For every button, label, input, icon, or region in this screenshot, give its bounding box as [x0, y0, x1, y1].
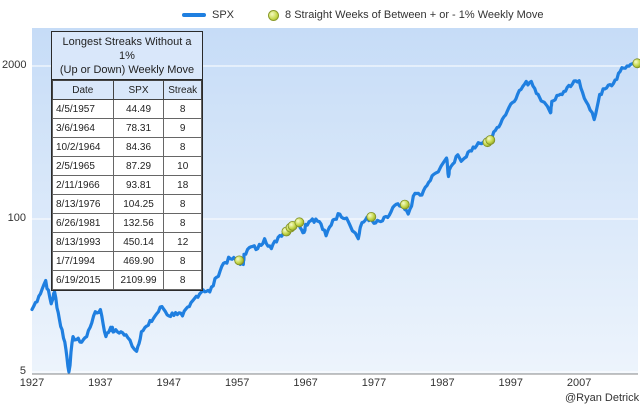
table-row: 2/11/1966 93.81 18	[52, 175, 202, 195]
x-tick-label: 1987	[430, 377, 455, 389]
x-tick-label: 1957	[224, 377, 250, 389]
table-row: 8/13/1993 450.14 12	[52, 232, 202, 252]
cell-spx: 2109.99	[112, 270, 165, 290]
x-tick-label: 1997	[498, 377, 523, 389]
spx-series-line	[30, 60, 639, 374]
cell-streak: 8	[163, 137, 202, 157]
legend-marker-label: 8 Straight Weeks of Between + or - 1% We…	[285, 9, 544, 21]
streaks-table: Date SPX Streak 4/5/1957 44.49 8 3/6/1964 7…	[52, 80, 202, 290]
cell-date: 2/5/1965	[52, 156, 114, 176]
legend-spx-swatch	[182, 13, 206, 17]
author-credit: @Ryan Detrick	[565, 392, 640, 404]
streak-marker	[485, 135, 496, 145]
table-row: 6/19/2015 2109.99 8	[52, 270, 202, 290]
streak-marker	[294, 217, 305, 228]
cell-date: 2/11/1966	[52, 175, 114, 195]
cell-spx: 450.14	[112, 232, 165, 252]
x-tick-label: 1947	[156, 377, 182, 389]
cell-spx: 87.29	[112, 156, 165, 176]
cell-streak: 9	[163, 118, 202, 138]
cell-streak: 12	[163, 232, 202, 252]
table-title-line-1: Longest Streaks Without a 1%	[62, 36, 192, 62]
cell-date: 8/13/1976	[52, 194, 114, 214]
cell-streak: 8	[163, 270, 202, 290]
cell-spx: 469.90	[112, 251, 165, 271]
streak-marker	[234, 255, 245, 266]
cell-spx: 78.31	[112, 118, 165, 138]
cell-date: 6/19/2015	[52, 270, 114, 290]
cell-date: 1/7/1994	[52, 251, 114, 271]
table-row: 4/5/1957 44.49 8	[52, 99, 202, 119]
x-tick-label: 1927	[19, 377, 45, 389]
y-tick-label: 5	[19, 365, 26, 377]
legend-marker-swatch	[268, 9, 280, 21]
streak-marker	[632, 58, 640, 69]
streak-marker	[366, 211, 377, 222]
table-row: 10/2/1964 84.36 8	[52, 137, 202, 157]
cell-spx: 84.36	[112, 137, 165, 157]
table-row: 6/26/1981 132.56 8	[52, 213, 202, 233]
table-header-row: Date SPX Streak	[52, 80, 202, 100]
cell-spx: 44.49	[112, 99, 165, 119]
x-tick-label: 1977	[361, 377, 387, 389]
streak-marker	[399, 199, 410, 210]
cell-streak: 10	[163, 156, 202, 176]
cell-streak: 8	[163, 194, 202, 214]
header-spx: SPX	[112, 80, 165, 100]
header-streak: Streak	[163, 80, 202, 100]
x-tick-label: 2007	[566, 377, 592, 389]
cell-date: 3/6/1964	[52, 118, 114, 138]
table-title-line-2: (Up or Down) Weekly Move	[59, 64, 195, 76]
legend-spx-label: SPX	[212, 9, 235, 21]
cell-spx: 93.81	[112, 175, 165, 195]
table-row: 1/7/1994 469.90 8	[52, 251, 202, 271]
cell-streak: 8	[163, 251, 202, 271]
cell-date: 8/13/1993	[52, 232, 114, 252]
cell-spx: 132.56	[112, 213, 165, 233]
y-tick-label: 2000	[2, 59, 27, 71]
cell-date: 6/26/1981	[52, 213, 114, 233]
cell-spx: 104.25	[112, 194, 165, 214]
cell-streak: 8	[163, 99, 202, 119]
table-title: Longest Streaks Without a 1% (Up or Down…	[52, 32, 202, 80]
cell-streak: 18	[163, 175, 202, 195]
table-row: 8/13/1976 104.25 8	[52, 194, 202, 214]
header-date: Date	[52, 80, 114, 100]
table-row: 2/5/1965 87.29 10	[52, 156, 202, 176]
table-row: 3/6/1964 78.31 9	[52, 118, 202, 138]
x-tick-label: 1967	[293, 377, 318, 389]
cell-streak: 8	[163, 213, 202, 233]
y-tick-label: 100	[7, 212, 26, 224]
legend: SPX 8 Straight Weeks of Between + or - 1…	[182, 6, 544, 24]
x-tick-label: 1937	[88, 377, 113, 389]
streaks-table-panel: Longest Streaks Without a 1% (Up or Down…	[51, 31, 203, 291]
cell-date: 4/5/1957	[52, 99, 114, 119]
cell-date: 10/2/1964	[52, 137, 114, 157]
